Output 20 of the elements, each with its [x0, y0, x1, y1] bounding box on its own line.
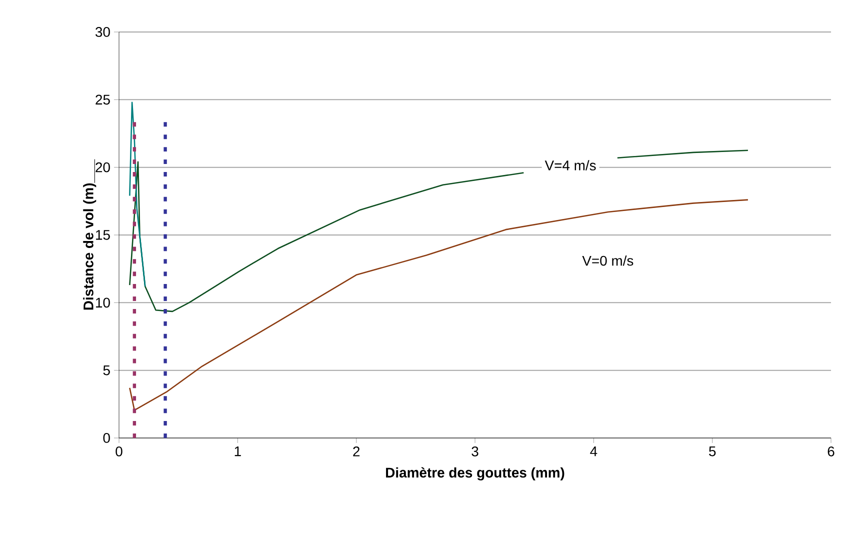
x-axis-title: Diamètre des gouttes (mm)	[386, 467, 564, 480]
y-tick-label: 5	[103, 365, 110, 376]
line-series	[129, 199, 749, 411]
text: V=0 m/s	[582, 255, 634, 266]
y-tick-label: 20	[96, 162, 110, 172]
y-tick-label: 10	[96, 298, 110, 308]
y-tick-label: 25	[96, 94, 110, 105]
x-tick-label: 2	[353, 446, 360, 456]
y-axis-title: Distance de vol (m)___	[83, 159, 96, 310]
x-tick-label: 5	[709, 446, 716, 456]
y-tick-label: 30	[96, 27, 110, 37]
x-tick-label: 1	[234, 446, 241, 456]
y-tick-label: 15	[96, 230, 110, 240]
x-tick-label: 0	[116, 446, 122, 456]
y-tick-label: 0	[103, 433, 110, 443]
x-tick-label: 6	[828, 446, 834, 456]
x-tick-label: 3	[472, 446, 478, 456]
series-label: V=4 m/s	[544, 160, 596, 170]
line-series	[129, 102, 146, 288]
x-tick-label: 4	[590, 446, 598, 456]
